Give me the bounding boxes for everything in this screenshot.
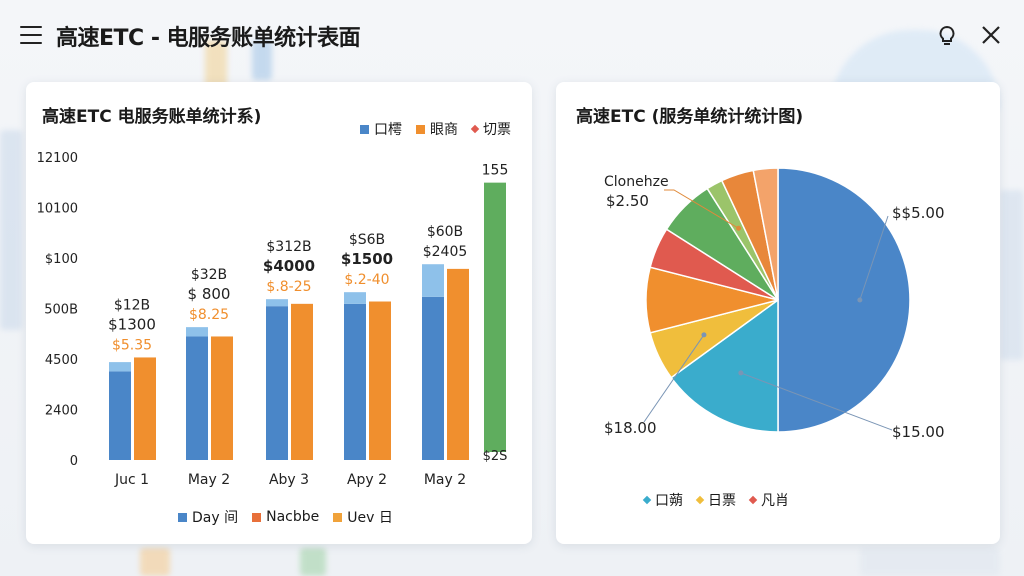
legend-label: Uev 日	[347, 510, 393, 526]
legend-item: 口樗	[360, 119, 402, 139]
y-tick-label: 500B	[44, 303, 78, 318]
bar-data-label: $60B	[427, 224, 463, 240]
callout-line	[859, 215, 889, 301]
legend-item: 凡肖	[748, 490, 789, 510]
bar-data-label: $2405	[423, 244, 468, 260]
bar-data-label: $1500	[341, 250, 393, 268]
bar-data-label: $5.35	[112, 337, 152, 353]
bar-data-label: $8.25	[189, 307, 229, 323]
bar-chart-card: 高速ETC 电服务账单统计系) 口樗 眼商 切票 0 2400 4500 500B $1…	[26, 82, 532, 544]
legend-item: Nacbbe	[252, 509, 319, 525]
legend-item: 眼商	[416, 119, 458, 139]
bar-series-2	[291, 303, 313, 460]
x-tick-label: May 2	[424, 472, 466, 488]
bar-series-2	[447, 268, 469, 460]
bar-series-2	[369, 301, 391, 460]
pie-data-label: $18.00	[604, 419, 657, 437]
legend-swatch	[178, 512, 187, 522]
bar-series-1	[344, 303, 366, 460]
legend-label: 切票	[483, 122, 511, 138]
lightbulb-icon[interactable]	[936, 24, 958, 48]
bar-data-label: $.2-40	[344, 272, 389, 288]
bar-series-1	[186, 336, 208, 460]
pie-slice	[670, 298, 779, 433]
y-tick-label: 2400	[45, 404, 78, 419]
bar-data-label: $312B	[266, 239, 311, 255]
bar-series-1-top	[186, 327, 208, 337]
legend-item: 切票	[470, 119, 511, 139]
bar-chart-title: 高速ETC 电服务账单统计系)	[42, 107, 262, 127]
bar-data-label: 155	[482, 163, 509, 179]
bar-series-2	[211, 336, 233, 460]
bar-data-label: $12B	[114, 297, 150, 313]
bar-data-label: $.8-25	[266, 279, 311, 295]
bar-series-1	[422, 296, 444, 460]
callout-dot	[736, 225, 742, 231]
legend-swatch	[360, 124, 369, 134]
legend-label: Nacbbe	[266, 509, 320, 525]
bar-data-label: $4000	[263, 257, 315, 275]
y-tick-label: 4500	[45, 353, 78, 368]
bar-data-label: $1300	[108, 315, 156, 333]
callout-dot	[857, 297, 863, 303]
pie-data-label: $2.50	[606, 192, 649, 210]
pie-data-label: $$5.00	[892, 204, 945, 222]
pie-chart-title: 高速ETC (服务单统计统计图)	[576, 107, 804, 127]
bar-series-1-top	[422, 264, 444, 297]
legend-swatch	[642, 495, 652, 505]
legend-swatch	[252, 512, 262, 522]
bar-chart-bottom-legend: Day 间 Nacbbe Uev 日	[178, 507, 393, 527]
bar-chart: 0 2400 4500 500B $100 10100 12100 Juc 1 $12B $130…	[37, 151, 509, 488]
bar-series-1	[266, 306, 288, 460]
legend-swatch	[333, 512, 343, 522]
bar-series-1-top	[266, 299, 288, 307]
legend-label: 口蒴	[655, 493, 683, 509]
pie-slice	[777, 167, 911, 433]
x-tick-label: Apy 2	[347, 472, 387, 488]
callout-line	[664, 189, 739, 229]
legend-item: 日票	[695, 490, 736, 510]
pie-chart-card: 高速ETC (服务单统计统计图) $$5.00 $18.00 $15.00 Clone…	[556, 82, 1000, 544]
pie-chart: $$5.00 $18.00 $15.00 Clonehze $2.50	[604, 167, 945, 441]
pie-chart-legend: 口蒴 日票 凡肖	[642, 490, 789, 510]
pie-slice	[752, 167, 779, 301]
y-tick-label: 12100	[37, 151, 78, 166]
bar-data-label: $32B	[191, 267, 227, 283]
x-tick-label: Juc 1	[114, 472, 149, 488]
bar-series-1-top	[109, 362, 131, 372]
callout-line	[643, 334, 705, 423]
legend-label: 凡肖	[761, 493, 789, 509]
app-header: 高速ETC - 电服务账单统计表面	[0, 0, 1024, 70]
y-tick-label: 0	[70, 454, 78, 469]
y-tick-label: $100	[45, 252, 78, 267]
legend-item: Uev 日	[333, 507, 393, 527]
legend-label: 日票	[708, 493, 736, 509]
pie-data-label: $15.00	[892, 423, 945, 441]
callout-line	[740, 372, 893, 431]
legend-swatch	[695, 495, 705, 505]
bar-data-label: $S6B	[349, 232, 385, 248]
x-tick-label: Aby 3	[269, 472, 309, 488]
bar-extra	[484, 182, 506, 452]
bar-series-2	[134, 357, 156, 460]
x-tick-label: May 2	[188, 472, 230, 488]
bar-data-label: $2S	[483, 449, 508, 464]
callout-dot	[738, 370, 744, 376]
page-title: 高速ETC - 电服务账单统计表面	[56, 26, 361, 51]
close-icon[interactable]	[980, 24, 1002, 46]
legend-item: 口蒴	[642, 490, 683, 510]
legend-swatch	[748, 495, 758, 505]
legend-label: 口樗	[374, 122, 402, 138]
bar-chart-top-legend: 口樗 眼商 切票	[360, 119, 511, 139]
legend-label: 眼商	[430, 122, 458, 138]
legend-item: Day 间	[178, 507, 238, 527]
bar-series-1-top	[344, 292, 366, 304]
legend-label: Day 间	[192, 510, 239, 526]
y-tick-label: 10100	[37, 202, 78, 217]
legend-swatch	[416, 124, 425, 134]
bar-series-1	[109, 371, 131, 460]
hamburger-menu-icon[interactable]	[20, 26, 42, 44]
pie-callout-name: Clonehze	[604, 174, 669, 190]
bar-data-label: $ 800	[188, 285, 231, 303]
